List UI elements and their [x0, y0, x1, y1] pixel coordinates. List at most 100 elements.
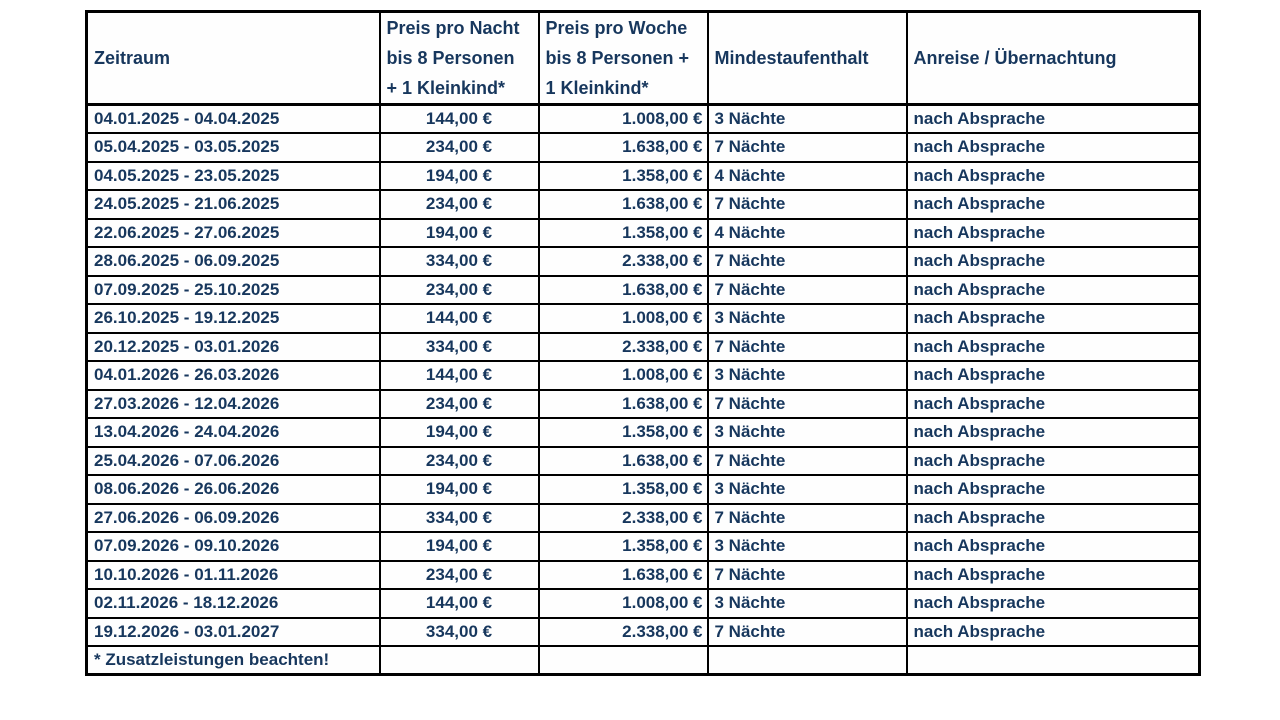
- zeitraum-cell: 26.10.2025 - 19.12.2025: [85, 303, 381, 334]
- zeitraum-cell: 28.06.2025 - 06.09.2025: [85, 246, 381, 277]
- table-row: 26.10.2025 - 19.12.2025 144,00 € 1.008,0…: [85, 303, 1201, 334]
- zeitraum-cell: 07.09.2026 - 09.10.2026: [85, 531, 381, 562]
- table-row: 07.09.2026 - 09.10.2026 194,00 € 1.358,0…: [85, 531, 1201, 562]
- zeitraum-cell: 22.06.2025 - 27.06.2025: [85, 217, 381, 248]
- preis-pro-nacht-cell: 334,00 €: [378, 331, 540, 362]
- table-row: 13.04.2026 - 24.04.2026 194,00 € 1.358,0…: [85, 417, 1201, 448]
- preis-pro-nacht-cell: 334,00 €: [378, 246, 540, 277]
- anreise-cell: nach Absprache: [905, 132, 1201, 163]
- price-table: Zeitraum Preis pro Nacht bis 8 Personen …: [85, 10, 1201, 676]
- anreise-cell: nach Absprache: [905, 274, 1201, 305]
- preis-pro-woche-cell: 1.638,00 €: [537, 388, 709, 419]
- mindestaufenthalt-cell: 3 Nächte: [706, 474, 908, 505]
- anreise-cell: nach Absprache: [905, 531, 1201, 562]
- table-row: 05.04.2025 - 03.05.2025 234,00 € 1.638,0…: [85, 132, 1201, 163]
- preis-pro-nacht-cell: 144,00 €: [378, 360, 540, 391]
- footnote-text: * Zusatzleistungen beachten!: [85, 645, 381, 676]
- mindestaufenthalt-cell: 7 Nächte: [706, 331, 908, 362]
- table-row: 28.06.2025 - 06.09.2025 334,00 € 2.338,0…: [85, 246, 1201, 277]
- preis-pro-nacht-cell: 334,00 €: [378, 616, 540, 647]
- anreise-cell: nach Absprache: [905, 160, 1201, 191]
- preis-pro-nacht-cell: 144,00 €: [378, 103, 540, 134]
- table-row: 22.06.2025 - 27.06.2025 194,00 € 1.358,0…: [85, 217, 1201, 248]
- table-row: 04.01.2025 - 04.04.2025 144,00 € 1.008,0…: [85, 103, 1201, 134]
- anreise-cell: nach Absprache: [905, 388, 1201, 419]
- zeitraum-cell: 27.06.2026 - 06.09.2026: [85, 502, 381, 533]
- zeitraum-cell: 02.11.2026 - 18.12.2026: [85, 588, 381, 619]
- zeitraum-cell: 10.10.2026 - 01.11.2026: [85, 559, 381, 590]
- anreise-cell: nach Absprache: [905, 217, 1201, 248]
- preis-pro-nacht-cell: 144,00 €: [378, 303, 540, 334]
- zeitraum-cell: 27.03.2026 - 12.04.2026: [85, 388, 381, 419]
- anreise-cell: nach Absprache: [905, 303, 1201, 334]
- preis-pro-nacht-cell: 144,00 €: [378, 588, 540, 619]
- preis-pro-woche-cell: 1.358,00 €: [537, 417, 709, 448]
- table-row: 19.12.2026 - 03.01.2027 334,00 € 2.338,0…: [85, 616, 1201, 647]
- preis-pro-woche-cell: 2.338,00 €: [537, 502, 709, 533]
- empty-cell: [537, 645, 709, 676]
- zeitraum-cell: 04.01.2025 - 04.04.2025: [85, 103, 381, 134]
- mindestaufenthalt-cell: 3 Nächte: [706, 417, 908, 448]
- zeitraum-cell: 07.09.2025 - 25.10.2025: [85, 274, 381, 305]
- table-body: 04.01.2025 - 04.04.2025 144,00 € 1.008,0…: [85, 103, 1201, 647]
- preis-pro-nacht-cell: 194,00 €: [378, 217, 540, 248]
- preis-pro-woche-cell: 1.638,00 €: [537, 132, 709, 163]
- preis-pro-woche-cell: 1.008,00 €: [537, 303, 709, 334]
- mindestaufenthalt-cell: 3 Nächte: [706, 103, 908, 134]
- header-row: Zeitraum Preis pro Nacht bis 8 Personen …: [85, 10, 1201, 106]
- preis-pro-nacht-cell: 234,00 €: [378, 132, 540, 163]
- preis-pro-woche-cell: 1.008,00 €: [537, 103, 709, 134]
- anreise-cell: nach Absprache: [905, 246, 1201, 277]
- preis-pro-nacht-cell: 194,00 €: [378, 474, 540, 505]
- preis-pro-nacht-cell: 234,00 €: [378, 189, 540, 220]
- mindestaufenthalt-cell: 3 Nächte: [706, 588, 908, 619]
- anreise-cell: nach Absprache: [905, 474, 1201, 505]
- mindestaufenthalt-cell: 7 Nächte: [706, 559, 908, 590]
- table-header: Zeitraum Preis pro Nacht bis 8 Personen …: [85, 10, 1201, 106]
- preis-pro-woche-cell: 2.338,00 €: [537, 616, 709, 647]
- preis-pro-woche-cell: 1.358,00 €: [537, 531, 709, 562]
- zeitraum-cell: 04.01.2026 - 26.03.2026: [85, 360, 381, 391]
- anreise-cell: nach Absprache: [905, 103, 1201, 134]
- anreise-cell: nach Absprache: [905, 331, 1201, 362]
- header-zeitraum: Zeitraum: [85, 10, 381, 106]
- header-anreise-uebernachtung: Anreise / Übernachtung: [905, 10, 1201, 106]
- table-row: 24.05.2025 - 21.06.2025 234,00 € 1.638,0…: [85, 189, 1201, 220]
- table-row: 07.09.2025 - 25.10.2025 234,00 € 1.638,0…: [85, 274, 1201, 305]
- table-row: 10.10.2026 - 01.11.2026 234,00 € 1.638,0…: [85, 559, 1201, 590]
- anreise-cell: nach Absprache: [905, 445, 1201, 476]
- mindestaufenthalt-cell: 3 Nächte: [706, 303, 908, 334]
- table-row: 27.03.2026 - 12.04.2026 234,00 € 1.638,0…: [85, 388, 1201, 419]
- header-mindestaufenthalt: Mindestaufenthalt: [706, 10, 908, 106]
- zeitraum-cell: 25.04.2026 - 07.06.2026: [85, 445, 381, 476]
- zeitraum-cell: 08.06.2026 - 26.06.2026: [85, 474, 381, 505]
- mindestaufenthalt-cell: 7 Nächte: [706, 246, 908, 277]
- footnote-row: * Zusatzleistungen beachten!: [85, 645, 1201, 676]
- mindestaufenthalt-cell: 3 Nächte: [706, 360, 908, 391]
- anreise-cell: nach Absprache: [905, 616, 1201, 647]
- table-footer: * Zusatzleistungen beachten!: [85, 645, 1201, 676]
- mindestaufenthalt-cell: 7 Nächte: [706, 189, 908, 220]
- zeitraum-cell: 24.05.2025 - 21.06.2025: [85, 189, 381, 220]
- zeitraum-cell: 05.04.2025 - 03.05.2025: [85, 132, 381, 163]
- anreise-cell: nach Absprache: [905, 559, 1201, 590]
- table-row: 02.11.2026 - 18.12.2026 144,00 € 1.008,0…: [85, 588, 1201, 619]
- table-row: 08.06.2026 - 26.06.2026 194,00 € 1.358,0…: [85, 474, 1201, 505]
- table-row: 27.06.2026 - 06.09.2026 334,00 € 2.338,0…: [85, 502, 1201, 533]
- table-row: 04.01.2026 - 26.03.2026 144,00 € 1.008,0…: [85, 360, 1201, 391]
- zeitraum-cell: 20.12.2025 - 03.01.2026: [85, 331, 381, 362]
- mindestaufenthalt-cell: 7 Nächte: [706, 274, 908, 305]
- zeitraum-cell: 19.12.2026 - 03.01.2027: [85, 616, 381, 647]
- table-row: 25.04.2026 - 07.06.2026 234,00 € 1.638,0…: [85, 445, 1201, 476]
- preis-pro-woche-cell: 1.008,00 €: [537, 360, 709, 391]
- preis-pro-woche-cell: 1.358,00 €: [537, 217, 709, 248]
- preis-pro-woche-cell: 1.638,00 €: [537, 189, 709, 220]
- anreise-cell: nach Absprache: [905, 588, 1201, 619]
- header-preis-pro-nacht: Preis pro Nacht bis 8 Personen + 1 Klein…: [378, 10, 540, 106]
- zeitraum-cell: 13.04.2026 - 24.04.2026: [85, 417, 381, 448]
- mindestaufenthalt-cell: 4 Nächte: [706, 217, 908, 248]
- table-row: 04.05.2025 - 23.05.2025 194,00 € 1.358,0…: [85, 160, 1201, 191]
- empty-cell: [378, 645, 540, 676]
- anreise-cell: nach Absprache: [905, 189, 1201, 220]
